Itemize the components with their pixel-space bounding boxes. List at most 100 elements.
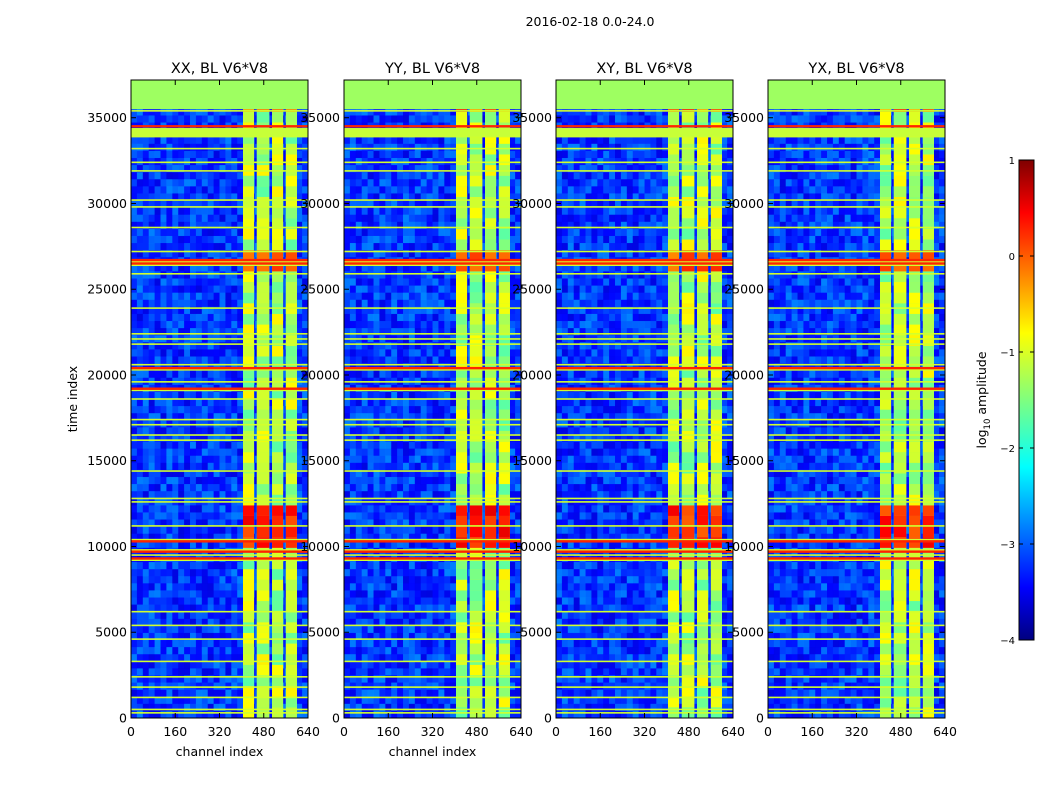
heatmap-noise-cell	[184, 321, 191, 329]
heatmap-noise-cell	[450, 299, 457, 308]
heatmap-noise-cell	[385, 243, 392, 251]
heatmap-noise-cell	[160, 512, 167, 520]
heatmap-noise-cell	[172, 399, 179, 407]
heatmap-noise-cell	[432, 427, 439, 435]
heatmap-noise-cell	[379, 576, 386, 584]
heatmap-noise-cell	[367, 569, 374, 577]
heatmap-noise-cell	[207, 604, 214, 612]
heatmap-noise-cell	[302, 228, 309, 237]
heatmap-noise-cell	[438, 640, 445, 648]
heatmap-noise-cell	[207, 243, 214, 251]
heatmap-noise-cell	[178, 618, 185, 627]
heatmap-noise-cell	[385, 399, 392, 407]
heatmap-noise-cell	[296, 512, 303, 520]
heatmap-noise-cell	[190, 179, 197, 187]
heatmap-noise-cell	[344, 235, 351, 244]
heatmap-noise-cell	[237, 115, 244, 123]
heatmap-noise-cell	[231, 193, 238, 201]
heatmap-noise-cell	[296, 186, 303, 194]
channel-band-segment	[256, 643, 270, 655]
heatmap-noise-cell	[296, 484, 303, 492]
heatmap-noise-cell	[420, 562, 427, 570]
heatmap-noise-cell	[302, 455, 309, 464]
heatmap-noise-cell	[349, 668, 357, 676]
heatmap-noise-cell	[296, 491, 303, 499]
heatmap-noise-cell	[397, 597, 404, 605]
heatmap-noise-cell	[266, 526, 273, 534]
heatmap-noise-cell	[438, 349, 445, 357]
heatmap-noise-cell	[166, 136, 173, 145]
heatmap-noise-cell	[213, 682, 220, 690]
heatmap-noise-cell	[231, 321, 238, 329]
channel-band-segment	[272, 430, 284, 442]
heatmap-noise-cell	[154, 406, 161, 414]
heatmap-noise-cell	[408, 250, 416, 258]
heatmap-noise-cell	[148, 292, 155, 301]
heatmap-noise-cell	[397, 427, 404, 435]
heatmap-noise-cell	[266, 165, 273, 173]
heatmap-noise-cell	[266, 228, 273, 237]
heatmap-noise-cell	[344, 349, 351, 357]
heatmap-noise-cell	[166, 434, 173, 442]
flag-row-strong	[131, 557, 308, 560]
heatmap-noise-cell	[219, 143, 226, 152]
heatmap-noise-cell	[344, 399, 351, 407]
heatmap-noise-cell	[349, 562, 357, 570]
heatmap-noise-cell	[379, 654, 386, 662]
heatmap-noise-cell	[184, 661, 191, 669]
heatmap-noise-cell	[426, 654, 433, 662]
heatmap-noise-cell	[385, 618, 392, 627]
heatmap-noise-cell	[178, 285, 185, 293]
heatmap-noise-cell	[385, 391, 392, 400]
heatmap-noise-cell	[432, 243, 439, 251]
heatmap-noise-cell	[166, 625, 173, 634]
heatmap-noise-cell	[367, 292, 374, 301]
heatmap-noise-cell	[302, 469, 309, 478]
heatmap-noise-cell	[355, 356, 362, 364]
heatmap-noise-cell	[184, 427, 191, 435]
heatmap-noise-cell	[349, 583, 357, 591]
heatmap-noise-cell	[420, 696, 427, 705]
heatmap-noise-cell	[420, 285, 427, 293]
heatmap-noise-cell	[302, 150, 309, 159]
heatmap-noise-cell	[385, 505, 392, 513]
heatmap-noise-cell	[266, 200, 273, 208]
heatmap-noise-cell	[219, 342, 226, 350]
heatmap-noise-cell	[361, 519, 368, 527]
heatmap-noise-cell	[237, 540, 244, 549]
heatmap-noise-cell	[344, 214, 351, 223]
heatmap-noise-cell	[373, 250, 380, 258]
heatmap-noise-cell	[379, 562, 386, 570]
heatmap-noise-cell	[207, 689, 214, 698]
heatmap-noise-cell	[148, 370, 155, 379]
heatmap-noise-cell	[408, 647, 416, 655]
heatmap-noise-cell	[195, 668, 203, 676]
heatmap-noise-cell	[414, 611, 421, 620]
heatmap-noise-cell	[426, 448, 433, 457]
heatmap-noise-cell	[426, 576, 433, 584]
heatmap-noise-cell	[385, 200, 392, 208]
heatmap-noise-cell	[385, 668, 392, 676]
heatmap-noise-cell	[190, 632, 197, 641]
heatmap-noise-cell	[213, 285, 220, 293]
heatmap-noise-cell	[391, 370, 398, 379]
heatmap-noise-cell	[160, 427, 167, 435]
heatmap-noise-cell	[207, 484, 214, 492]
heatmap-noise-cell	[160, 328, 167, 336]
flag-row	[131, 418, 308, 421]
heatmap-noise-cell	[195, 640, 203, 648]
heatmap-noise-cell	[219, 228, 226, 237]
heatmap-noise-cell	[403, 597, 410, 605]
heatmap-noise-cell	[408, 661, 416, 669]
heatmap-noise-cell	[148, 278, 155, 286]
heatmap-noise-cell	[379, 434, 386, 442]
heatmap-noise-cell	[403, 625, 410, 634]
heatmap-noise-cell	[237, 264, 244, 272]
heatmap-noise-cell	[403, 321, 410, 329]
heatmap-noise-cell	[414, 455, 421, 464]
heatmap-noise-cell	[349, 703, 357, 712]
heatmap-noise-cell	[385, 512, 392, 520]
heatmap-noise-cell	[344, 228, 351, 237]
heatmap-noise-cell	[266, 264, 273, 272]
heatmap-noise-cell	[403, 186, 410, 194]
